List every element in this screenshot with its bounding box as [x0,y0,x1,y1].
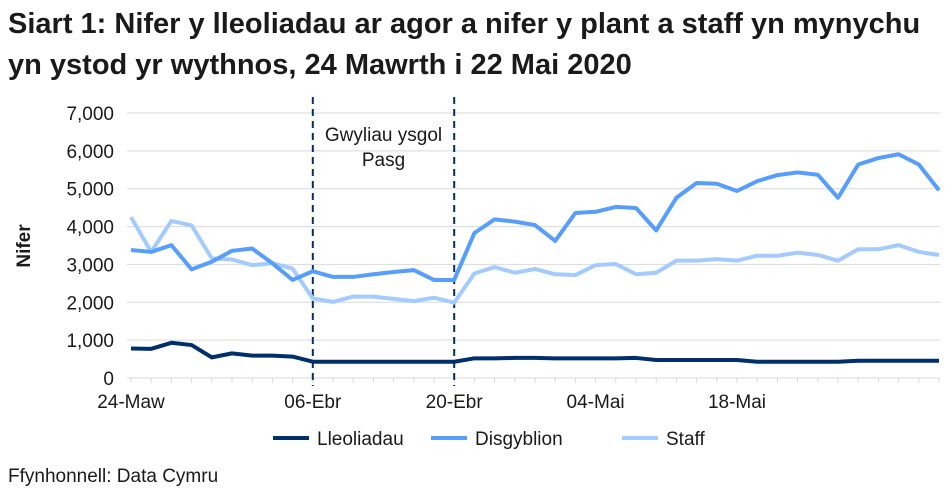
source-note: Ffynhonnell: Data Cymru [8,466,219,487]
gridlines [127,112,940,341]
x-tick-label: 04-Mai [567,392,625,413]
series-line-lleoliadau [130,340,939,364]
y-tick-label: 3,000 [66,255,114,276]
legend-label: Disgyblion [475,429,563,450]
series-line-disgyblion [130,152,941,282]
y-tick-label: 6,000 [66,142,114,163]
y-tick-label: 5,000 [66,180,114,201]
legend-label: Lleoliadau [317,429,404,450]
chart-title: Siart 1: Nifer y lleoliadau ar agor a ni… [8,8,921,81]
y-tick-label: 0 [103,369,114,390]
legend-label: Staff [666,429,705,450]
y-tick-label: 1,000 [66,331,114,352]
x-tick-label: 06-Ebr [284,392,342,413]
annotation-text: Gwyliau ysgol [325,125,442,146]
y-axis-label: Nifer [14,224,35,268]
series-lines [129,152,941,364]
y-tick-label: 2,000 [66,293,114,314]
y-tick-label: 7,000 [66,104,114,125]
x-tick-label: 18-Mai [708,392,766,413]
x-tick-label: 20-Ebr [426,392,484,413]
legend: Lleoliadau Disgyblion Staff [273,429,705,450]
annotation-text: Pasg [362,150,405,171]
holiday-annotation: Gwyliau ysgol Pasg [311,97,456,386]
x-tick-label: 24-Maw [97,392,165,413]
y-axis-ticks: 0 1,000 2,000 3,000 4,000 5,000 6,000 7,000 [66,104,114,390]
y-tick-label: 4,000 [66,218,114,239]
series-line-staff [129,216,940,305]
x-axis: 24-Maw 06-Ebr 20-Ebr 04-Mai 18-Mai [97,377,940,413]
